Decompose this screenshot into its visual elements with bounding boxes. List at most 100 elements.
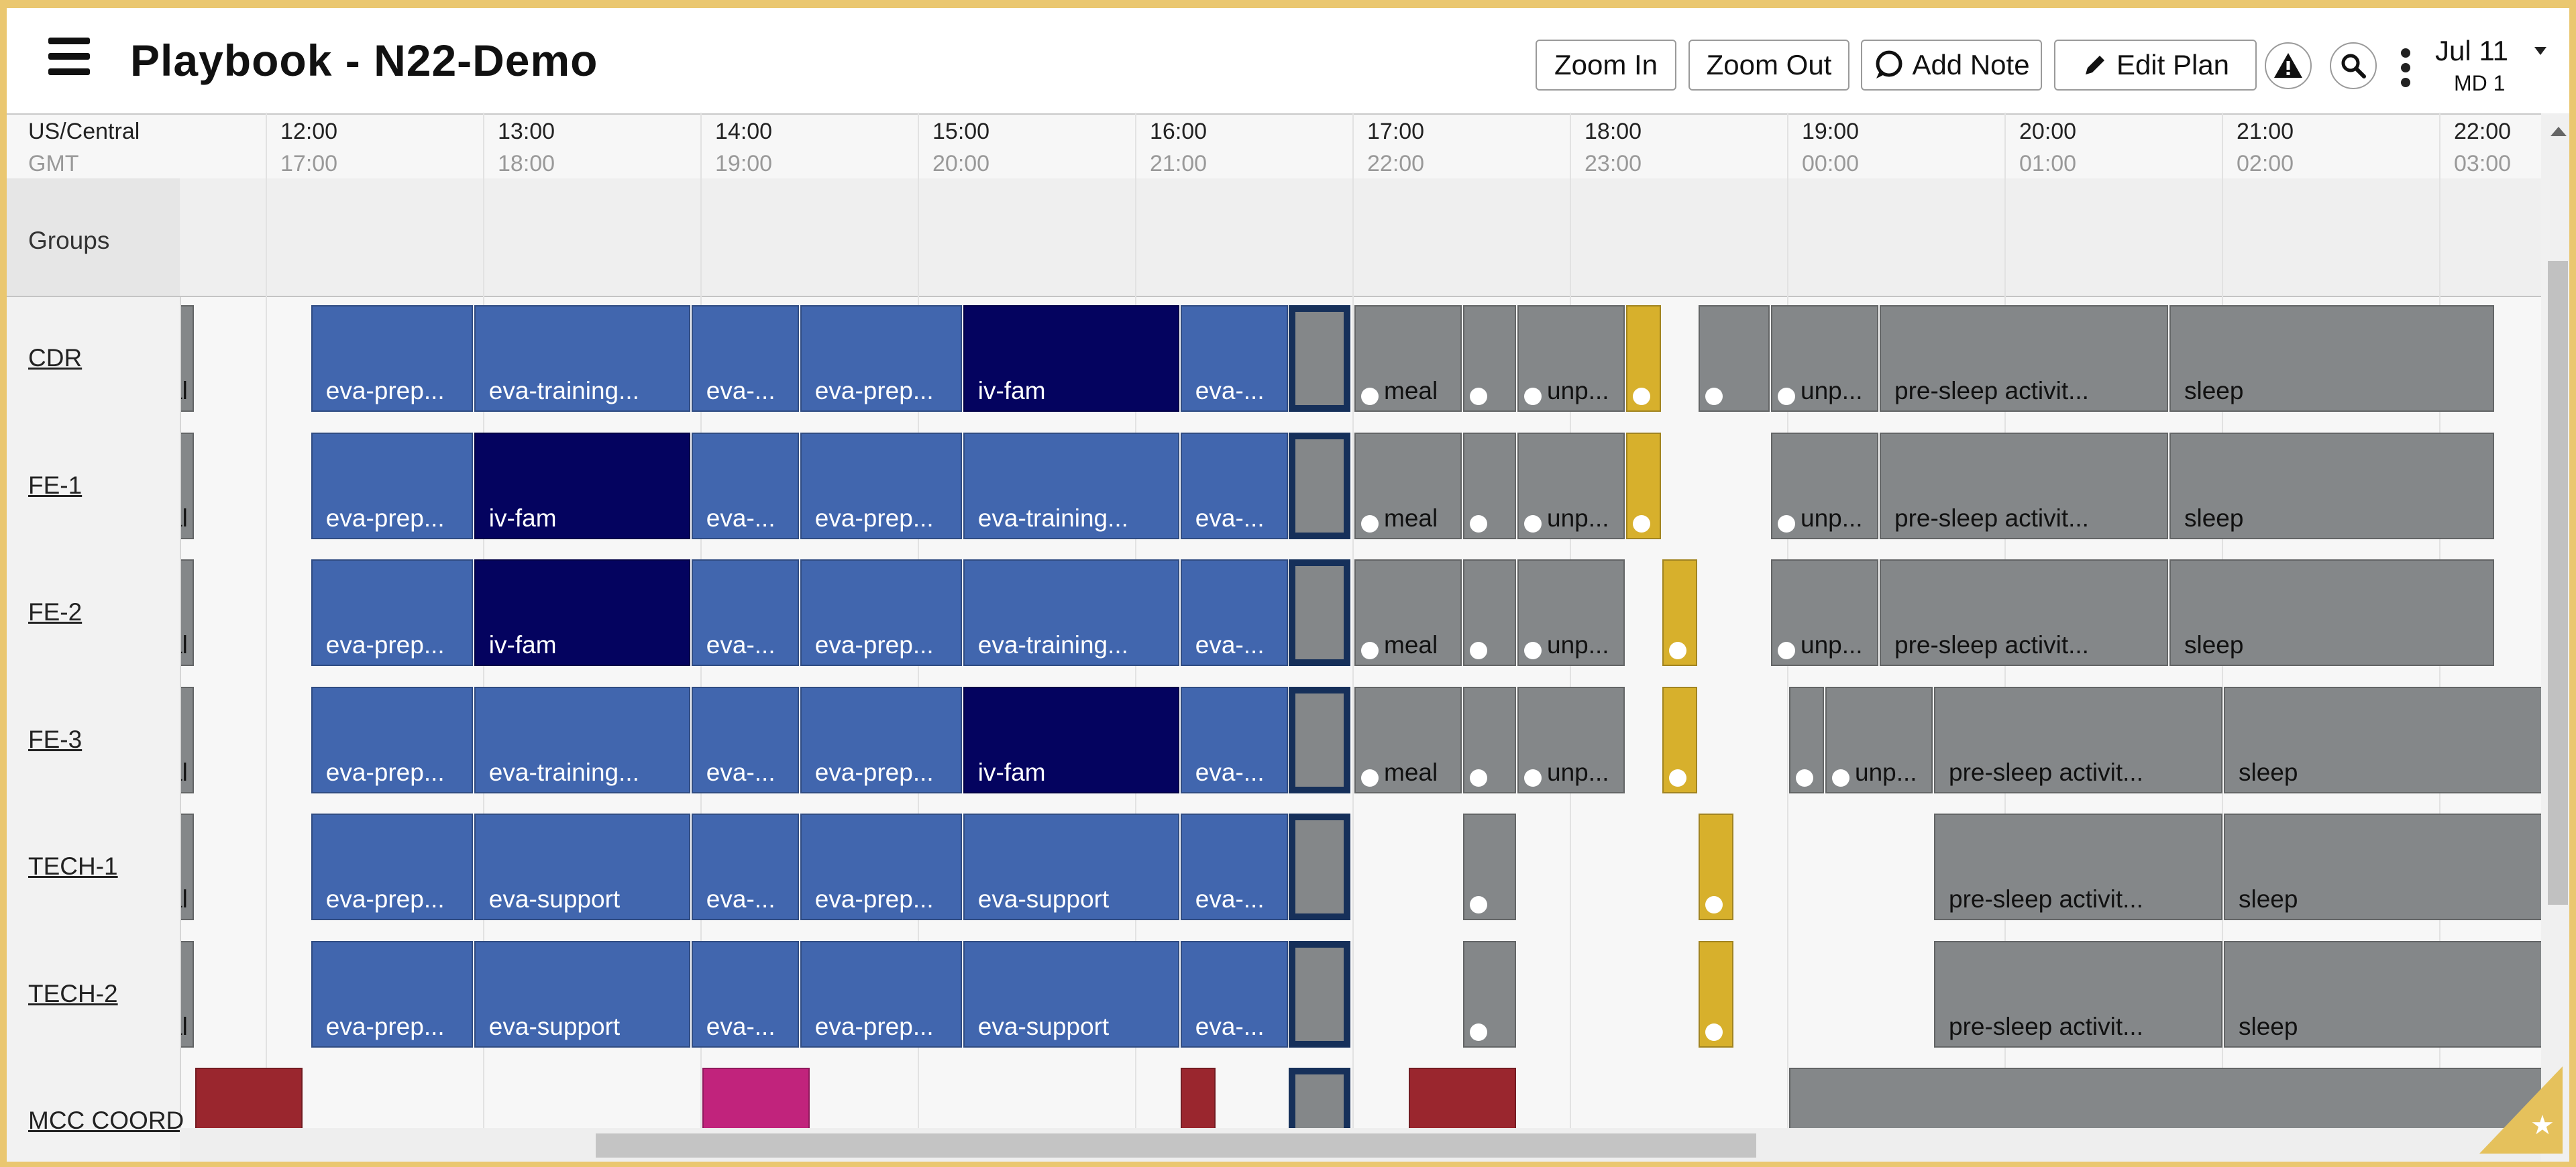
activity-block[interactable]: unp... <box>1517 305 1625 412</box>
activity-block[interactable]: eva-... <box>1180 305 1288 412</box>
activity-block[interactable]: eva-prep... <box>311 814 473 920</box>
activity-block[interactable]: meal <box>180 559 194 666</box>
activity-block[interactable]: eva-... <box>1180 432 1288 539</box>
activity-block[interactable] <box>1463 559 1516 666</box>
activity-block[interactable]: eva-prep... <box>311 432 473 539</box>
activity-block[interactable]: iv-fam <box>963 305 1179 412</box>
activity-block[interactable]: meal <box>1354 432 1462 539</box>
activity-block[interactable]: eva-prep... <box>311 559 473 666</box>
activity-block[interactable] <box>1463 814 1516 920</box>
horizontal-scrollbar-thumb[interactable] <box>596 1133 1756 1158</box>
activity-block[interactable] <box>1626 305 1661 412</box>
vertical-scrollbar-thumb[interactable] <box>2548 261 2568 905</box>
activity-block[interactable]: eva-prep... <box>800 686 962 793</box>
crew-label-mcc-coord[interactable]: MCC COORD <box>28 1107 184 1134</box>
activity-block[interactable]: eva-support <box>474 814 690 920</box>
activity-block[interactable]: pre-sleep activit... <box>1880 432 2168 539</box>
activity-block[interactable]: meal <box>180 814 194 920</box>
activity-block[interactable]: eva-... <box>691 432 799 539</box>
activity-block[interactable]: unp... <box>1517 559 1625 666</box>
horizontal-scrollbar[interactable] <box>180 1128 2541 1162</box>
activity-block[interactable]: iv-fam <box>963 686 1179 793</box>
activity-block[interactable] <box>1463 305 1516 412</box>
activity-block[interactable]: eva-training... <box>474 305 690 412</box>
activity-block[interactable]: eva-prep... <box>311 305 473 412</box>
activity-block[interactable]: pre-sleep activit... <box>1880 305 2168 412</box>
activity-block[interactable]: eva-... <box>1180 940 1288 1048</box>
crew-label-tech-2[interactable]: TECH-2 <box>28 979 118 1007</box>
activity-block[interactable]: pre-sleep activit... <box>1880 559 2168 666</box>
activity-block[interactable] <box>1789 686 1824 793</box>
activity-block[interactable] <box>1463 432 1516 539</box>
activity-block[interactable]: meal <box>1354 305 1462 412</box>
activity-block[interactable] <box>1699 814 1733 920</box>
activity-block[interactable]: pre-sleep activit... <box>1934 940 2222 1048</box>
activity-block[interactable]: eva-... <box>1180 686 1288 793</box>
activity-block[interactable] <box>1463 940 1516 1048</box>
activity-block[interactable]: sleep <box>2224 940 2541 1048</box>
activity-block[interactable]: unp... <box>1771 559 1878 666</box>
activity-block[interactable]: sleep <box>2169 559 2494 666</box>
activity-block[interactable]: meal <box>180 432 194 539</box>
activity-block[interactable]: meal <box>1354 559 1462 666</box>
current-activity-marker[interactable] <box>1288 559 1350 666</box>
add-note-button[interactable]: Add Note <box>1861 40 2042 91</box>
activity-block[interactable]: eva-training... <box>474 686 690 793</box>
current-activity-marker[interactable] <box>1288 940 1350 1048</box>
crew-label-fe-2[interactable]: FE-2 <box>28 598 83 626</box>
timeline-chart[interactable]: meal eva-prep... eva-training... eva-... eva… <box>180 8 2541 1162</box>
activity-block[interactable] <box>1699 940 1733 1048</box>
current-activity-marker[interactable] <box>1288 814 1350 920</box>
activity-block[interactable]: meal <box>180 686 194 793</box>
activity-block[interactable]: unp... <box>1517 432 1625 539</box>
activity-block[interactable]: eva-prep... <box>800 305 962 412</box>
activity-block[interactable]: eva-... <box>691 305 799 412</box>
activity-block[interactable] <box>1662 686 1697 793</box>
activity-block[interactable]: unp... <box>1771 305 1878 412</box>
activity-block[interactable] <box>1662 559 1697 666</box>
alerts-button[interactable] <box>2265 42 2312 89</box>
crew-label-fe-1[interactable]: FE-1 <box>28 471 83 499</box>
hamburger-menu-icon[interactable] <box>48 38 90 75</box>
activity-block[interactable]: eva-prep... <box>311 686 473 793</box>
search-button[interactable] <box>2330 42 2377 89</box>
activity-block[interactable]: eva-... <box>691 940 799 1048</box>
current-activity-marker[interactable] <box>1288 432 1350 539</box>
activity-block[interactable] <box>1626 432 1661 539</box>
activity-block[interactable]: meal <box>1354 686 1462 793</box>
activity-block[interactable]: iv-fam <box>474 432 690 539</box>
activity-block[interactable]: eva-prep... <box>800 940 962 1048</box>
activity-block[interactable]: meal <box>180 305 194 412</box>
activity-block[interactable]: eva-... <box>1180 814 1288 920</box>
crew-label-fe-3[interactable]: FE-3 <box>28 725 83 753</box>
activity-block[interactable]: eva-prep... <box>800 432 962 539</box>
activity-block[interactable]: eva-prep... <box>311 940 473 1048</box>
activity-block[interactable]: unp... <box>1517 686 1625 793</box>
activity-block[interactable]: eva-support <box>963 814 1179 920</box>
activity-block[interactable]: eva-training... <box>963 559 1179 666</box>
activity-block[interactable] <box>1463 686 1516 793</box>
activity-block[interactable]: eva-training... <box>963 432 1179 539</box>
current-activity-marker[interactable] <box>1288 305 1350 412</box>
activity-block[interactable]: iv-fam <box>474 559 690 666</box>
activity-block[interactable]: sleep <box>2169 305 2494 412</box>
favorite-corner-button[interactable] <box>2479 1066 2563 1154</box>
activity-block[interactable]: unp... <box>1825 686 1933 793</box>
crew-label-tech-1[interactable]: TECH-1 <box>28 852 118 880</box>
current-activity-marker[interactable] <box>1288 686 1350 793</box>
crew-label-cdr[interactable]: CDR <box>28 344 83 372</box>
activity-block[interactable]: eva-... <box>691 559 799 666</box>
vertical-scrollbar[interactable] <box>2541 113 2569 1162</box>
kebab-menu-icon[interactable] <box>2395 48 2415 89</box>
activity-block[interactable]: unp... <box>1771 432 1878 539</box>
activity-block[interactable]: eva-prep... <box>800 559 962 666</box>
scroll-up-arrow-icon[interactable] <box>2551 127 2567 136</box>
activity-block[interactable]: sleep <box>2224 686 2541 793</box>
activity-block[interactable]: eva-support <box>474 940 690 1048</box>
activity-block[interactable]: sleep <box>2224 814 2541 920</box>
zoom-in-button[interactable]: Zoom In <box>1536 40 1676 91</box>
edit-plan-button[interactable]: Edit Plan <box>2054 40 2257 91</box>
activity-block[interactable]: eva-prep... <box>800 814 962 920</box>
activity-block[interactable]: pre-sleep activit... <box>1934 814 2222 920</box>
activity-block[interactable]: meal <box>180 940 194 1048</box>
